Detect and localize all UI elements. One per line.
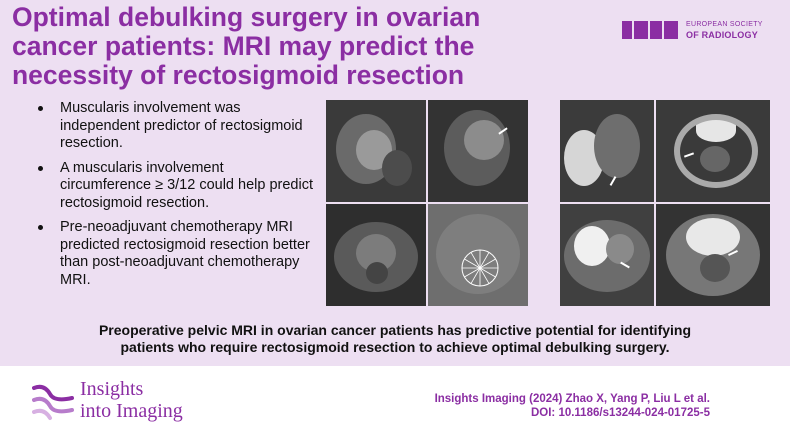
journal-logo-line-2: into Imaging (80, 400, 183, 422)
esr-logo-line-2: OF RADIOLOGY (686, 30, 758, 40)
mri-axial-clock (428, 204, 528, 306)
key-points-list: Muscularis involvement was independent p… (38, 100, 318, 296)
footer-panel (0, 366, 790, 444)
title-line-3: necessity of rectosigmoid resection (12, 60, 465, 90)
esr-logo: EUROPEAN SOCIETY OF RADIOLOGY (622, 20, 782, 42)
citation-authors: Insights Imaging (2024) Zhao X, Yang P, … (434, 393, 710, 405)
clock-overlay-icon (461, 249, 499, 287)
mri-axial-1 (326, 204, 426, 306)
key-point: A muscularis involvement circumference ≥… (38, 160, 318, 213)
mri-axial-2 (656, 100, 770, 202)
journal-logo-icon (32, 384, 74, 420)
mri-sagittal-3 (560, 100, 654, 202)
esr-logo-icon (622, 21, 678, 39)
esr-logo-text: EUROPEAN SOCIETY OF RADIOLOGY (686, 20, 763, 40)
summary-line-2: patients who require rectosigmoid resect… (120, 339, 670, 355)
page-title: Optimal debulking surgery in ovarian can… (12, 3, 572, 90)
key-point: Pre-neoadjuvant chemotherapy MRI predict… (38, 219, 318, 289)
insights-into-imaging-logo: Insights into Imaging (32, 378, 222, 428)
mri-sagittal-2 (428, 100, 528, 202)
summary-text: Preoperative pelvic MRI in ovarian cance… (0, 322, 790, 356)
mri-axial-4 (656, 204, 770, 306)
title-line-2: cancer patients: MRI may predict the (12, 31, 475, 61)
mri-sagittal-1 (326, 100, 426, 202)
title-line-1: Optimal debulking surgery in ovarian (12, 2, 481, 32)
citation-doi: DOI: 10.1186/s13244-024-01725-5 (530, 407, 710, 419)
journal-logo-text: Insights into Imaging (80, 378, 183, 422)
summary-line-1: Preoperative pelvic MRI in ovarian cance… (98, 322, 692, 338)
journal-logo-line-1: Insights (80, 378, 144, 400)
citation: Insights Imaging (2024) Zhao X, Yang P, … (300, 392, 710, 420)
esr-logo-line-1: EUROPEAN SOCIETY (686, 21, 763, 28)
key-point: Muscularis involvement was independent p… (38, 100, 318, 153)
mri-axial-3 (560, 204, 654, 306)
